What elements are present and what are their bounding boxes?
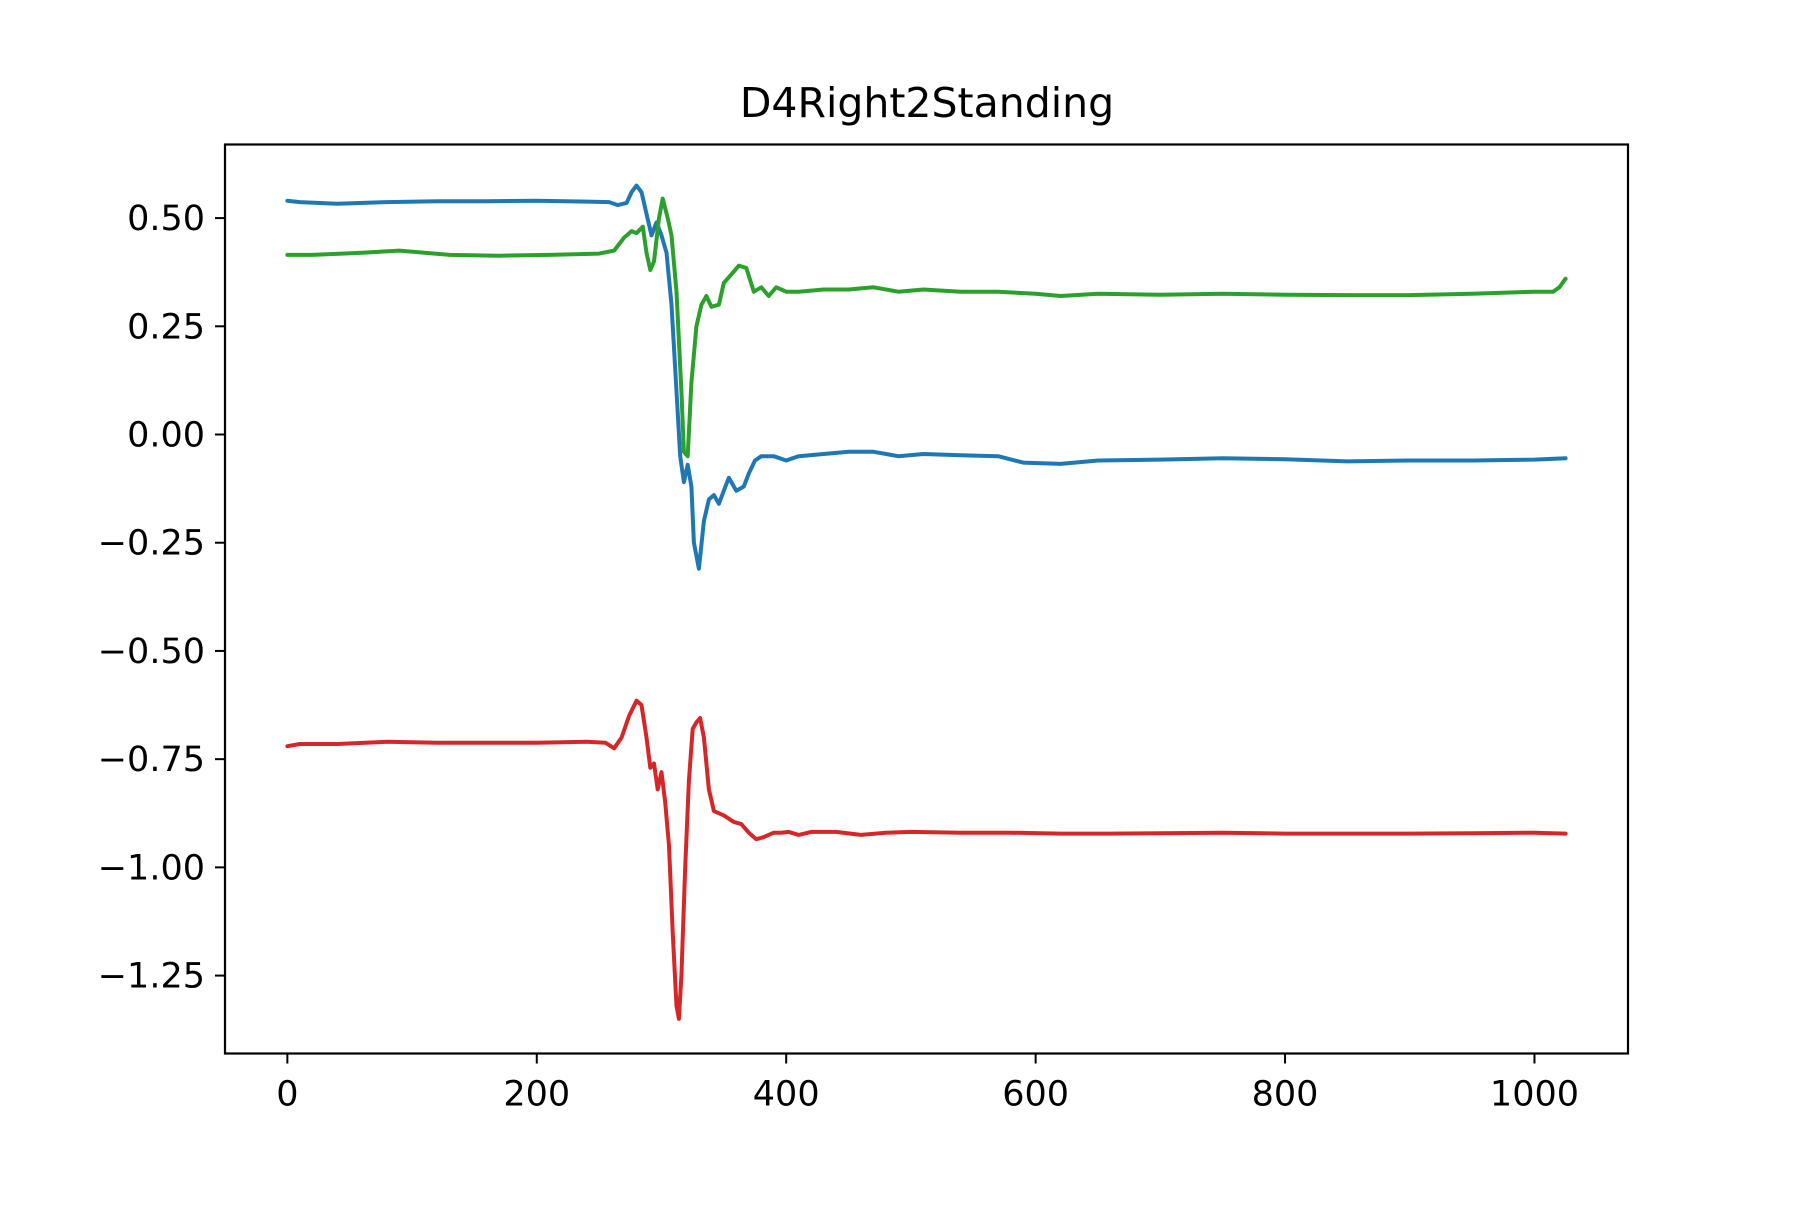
y-tick-label: 0.00 [127,416,205,456]
y-tick-label: 0.25 [127,307,205,347]
y-tick-label: −0.75 [98,740,205,780]
x-tick-label: 800 [1252,1075,1319,1115]
y-tick-label: −0.50 [98,632,205,672]
x-tick-label: 0 [276,1075,298,1115]
x-tick-label: 600 [1002,1075,1069,1115]
y-tick-label: 0.50 [127,199,205,239]
series-line-1 [285,183,1568,571]
chart-title: D4Right2Standing [740,79,1114,127]
y-tick-label: −1.00 [98,848,205,888]
series-line-3 [285,698,1568,1021]
x-axis: 0 200 400 600 800 1000 [276,1053,1579,1115]
y-tick-label: −1.25 [98,957,205,997]
plot-frame [223,143,1630,1055]
y-axis: 0.50 0.25 0.00 −0.25 −0.50 −0.75 −1.00 −1.25 [98,199,225,997]
series-layer [285,183,1568,1021]
x-tick-label: 200 [503,1075,570,1115]
x-tick-label: 400 [753,1075,820,1115]
x-tick-label: 1000 [1490,1075,1579,1115]
y-tick-label: −0.25 [98,524,205,564]
series-line-2 [285,196,1568,459]
